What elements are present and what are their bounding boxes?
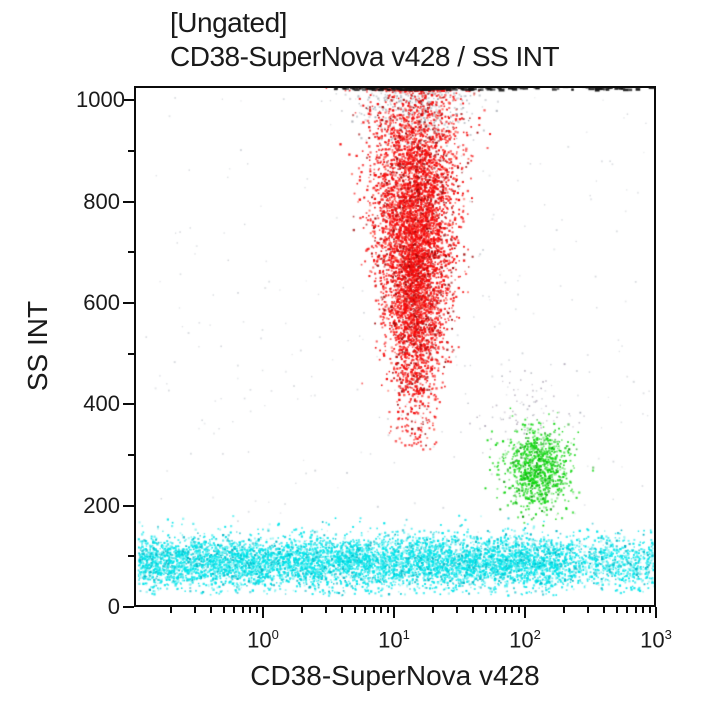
x-minor-tick xyxy=(256,607,259,613)
x-minor-tick xyxy=(241,607,244,613)
gate-title: [Ungated] xyxy=(170,7,287,38)
x-minor-tick xyxy=(249,607,252,613)
x-major-tick xyxy=(655,607,657,618)
x-minor-tick xyxy=(511,607,514,613)
x-minor-tick xyxy=(642,607,645,613)
y-major-tick xyxy=(123,301,134,304)
x-minor-tick xyxy=(625,607,628,613)
y-major-tick xyxy=(123,403,134,406)
x-minor-tick xyxy=(209,607,212,613)
x-minor-tick xyxy=(170,607,173,613)
x-minor-tick xyxy=(484,607,487,613)
parameters-title: CD38-SuperNova v428 / SS INT xyxy=(170,41,560,72)
y-major-tick xyxy=(123,200,134,203)
y-major-tick xyxy=(123,606,134,608)
y-tick-label: 0 xyxy=(107,594,120,619)
x-minor-tick xyxy=(353,607,356,613)
x-minor-tick xyxy=(193,607,196,613)
x-minor-tick xyxy=(634,607,637,613)
x-minor-tick xyxy=(232,607,235,613)
x-minor-tick xyxy=(372,607,375,613)
x-major-tick xyxy=(393,607,396,618)
x-minor-tick xyxy=(222,607,225,613)
y-axis-label: SS INT xyxy=(22,300,53,392)
x-minor-tick xyxy=(301,607,304,613)
y-major-tick xyxy=(123,99,134,102)
x-minor-tick xyxy=(649,607,651,613)
plot-title: [Ungated] CD38-SuperNova v428 / SS INT xyxy=(170,6,560,74)
x-minor-tick xyxy=(503,607,506,613)
y-minor-tick xyxy=(128,453,134,456)
y-minor-tick xyxy=(128,251,134,254)
y-tick-label: 800 xyxy=(83,188,120,214)
scatter-plot-area[interactable] xyxy=(134,86,656,607)
x-axis-label: CD38-SuperNova v428 xyxy=(250,660,540,691)
x-minor-tick xyxy=(518,607,520,613)
x-tick-label: 101 xyxy=(378,627,410,653)
x-major-tick xyxy=(524,607,526,618)
y-minor-tick xyxy=(128,555,134,558)
x-minor-tick xyxy=(563,607,566,613)
y-major-tick xyxy=(123,504,134,507)
x-major-tick xyxy=(262,607,265,618)
y-tick-label: 200 xyxy=(83,492,120,518)
x-minor-tick xyxy=(387,607,390,613)
x-minor-tick xyxy=(602,607,605,613)
y-minor-tick xyxy=(128,149,134,152)
x-minor-tick xyxy=(494,607,497,613)
x-minor-tick xyxy=(586,607,589,613)
x-tick-label: 100 xyxy=(247,627,279,653)
x-minor-tick xyxy=(455,607,458,613)
x-minor-tick xyxy=(615,607,618,613)
x-minor-tick xyxy=(324,607,327,613)
y-minor-tick xyxy=(128,352,134,355)
x-minor-tick xyxy=(471,607,474,613)
y-tick-label: 600 xyxy=(83,289,120,315)
x-minor-tick xyxy=(432,607,435,613)
x-minor-tick xyxy=(380,607,383,613)
x-tick-label: 102 xyxy=(509,627,541,653)
x-minor-tick xyxy=(340,607,343,613)
x-minor-tick xyxy=(363,607,366,613)
x-tick-label: 103 xyxy=(640,627,672,653)
y-tick-label: 400 xyxy=(83,391,120,417)
y-tick-label: 1000 xyxy=(76,87,125,113)
